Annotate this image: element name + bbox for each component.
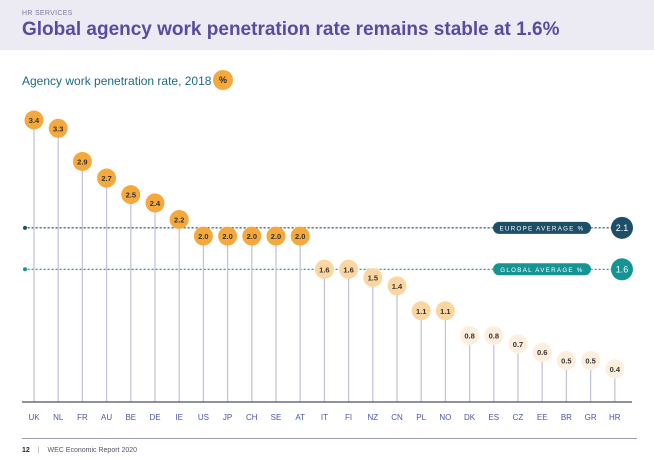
x-tick-label: BR — [561, 413, 572, 422]
value-dot — [339, 259, 359, 279]
reference-line-dot — [23, 225, 27, 230]
data-label: 2.9 — [77, 157, 87, 166]
data-label: 0.5 — [585, 357, 595, 366]
x-tick-label: NO — [439, 413, 451, 422]
value-dot — [72, 151, 92, 171]
data-label: 0.5 — [561, 357, 571, 366]
data-label: 1.6 — [319, 265, 329, 274]
data-label: 0.8 — [489, 332, 499, 341]
value-dot — [435, 301, 455, 321]
value-dot — [532, 342, 552, 362]
x-tick-label: PL — [416, 413, 426, 422]
x-tick-label: CN — [391, 413, 403, 422]
x-tick-label: BE — [125, 413, 136, 422]
data-label: 1.1 — [440, 307, 450, 316]
value-dot — [121, 185, 141, 205]
reference-label-pill — [493, 263, 591, 276]
x-tick-label: ES — [488, 413, 499, 422]
data-label: 2.0 — [271, 232, 281, 241]
value-dot — [508, 334, 528, 354]
reference-value-label: 1.6 — [616, 265, 629, 275]
value-dot — [24, 110, 44, 130]
value-dot — [484, 326, 504, 346]
reference-value-label: 2.1 — [616, 223, 629, 233]
x-tick-label: US — [198, 413, 209, 422]
x-tick-label: NZ — [367, 413, 378, 422]
x-tick-label: CH — [246, 413, 258, 422]
reference-label: GLOBAL AVERAGE % — [500, 267, 583, 274]
x-tick-label: UK — [28, 413, 40, 422]
report-name: WEC Economic Report 2020 — [47, 447, 138, 454]
value-dot — [314, 259, 334, 279]
value-dot — [605, 359, 625, 379]
x-tick-label: DE — [149, 413, 160, 422]
x-tick-label: CZ — [513, 413, 524, 422]
x-tick-label: HR — [609, 413, 621, 422]
data-label: 1.6 — [343, 265, 353, 274]
value-dot — [145, 193, 165, 213]
x-tick-label: AT — [295, 413, 305, 422]
data-label: 0.6 — [537, 348, 547, 357]
data-label: 2.5 — [126, 191, 136, 200]
x-tick-label: SE — [271, 413, 282, 422]
chart-title: Agency work penetration rate, 2018 — [22, 74, 212, 88]
x-tick-label: AU — [101, 413, 112, 422]
page-title: Global agency work penetration rate rema… — [22, 19, 560, 40]
reference-line-dot — [23, 267, 27, 272]
data-label: 1.5 — [368, 274, 378, 283]
section-label: HR SERVICES — [22, 10, 73, 17]
x-tick-label: FI — [345, 413, 352, 422]
reference-label: EUROPE AVERAGE % — [500, 225, 585, 232]
value-dot — [460, 326, 480, 346]
x-tick-label: JP — [223, 413, 232, 422]
x-tick-label: GR — [585, 413, 597, 422]
value-dot — [218, 226, 238, 246]
data-label: 2.2 — [174, 216, 184, 225]
x-tick-label: EE — [537, 413, 548, 422]
value-dot — [581, 351, 601, 371]
data-label: 0.8 — [464, 332, 474, 341]
data-label: 2.7 — [101, 174, 111, 183]
value-dot — [266, 226, 286, 246]
reference-value-circle — [611, 216, 633, 239]
data-label: 2.0 — [222, 232, 232, 241]
unit-badge: % — [213, 70, 233, 90]
data-label: 2.0 — [295, 232, 305, 241]
data-label: 2.0 — [198, 232, 208, 241]
page-number: 12 — [22, 447, 30, 454]
value-dot — [387, 276, 407, 296]
value-dot — [363, 268, 383, 288]
data-label: 3.4 — [29, 116, 40, 125]
data-label: 0.4 — [610, 365, 621, 374]
x-tick-label: NL — [53, 413, 64, 422]
header-band: HR SERVICES Global agency work penetrati… — [0, 0, 654, 50]
value-dot — [290, 226, 310, 246]
value-dot — [242, 226, 262, 246]
data-label: 1.1 — [416, 307, 426, 316]
x-tick-label: DK — [464, 413, 476, 422]
value-dot — [193, 226, 213, 246]
footer: 12 | WEC Economic Report 2020 — [22, 447, 137, 454]
data-label: 2.0 — [247, 232, 257, 241]
value-dot — [48, 118, 68, 138]
x-tick-label: IT — [321, 413, 328, 422]
value-dot — [169, 210, 189, 230]
data-label: 3.3 — [53, 124, 63, 133]
x-tick-label: FR — [77, 413, 88, 422]
data-label: 0.7 — [513, 340, 523, 349]
data-label: 2.4 — [150, 199, 161, 208]
data-label: 1.4 — [392, 282, 403, 291]
footer-divider — [22, 438, 637, 439]
value-dot — [97, 168, 117, 188]
footer-separator: | — [37, 447, 40, 454]
x-tick-label: IE — [175, 413, 183, 422]
value-dot — [556, 351, 576, 371]
reference-value-circle — [611, 258, 633, 281]
value-dot — [411, 301, 431, 321]
reference-label-pill — [493, 221, 591, 234]
